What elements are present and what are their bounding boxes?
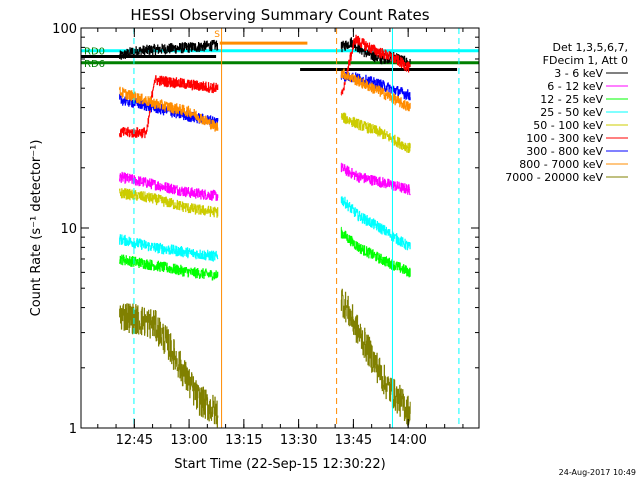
series-line [119,171,219,201]
plot-frame [80,27,480,429]
legend-entry-label: 300 - 800 keV [526,145,603,158]
y-tick-label: 100 [52,22,77,37]
y-tick-label: 10 [60,222,77,237]
footer-timestamp: 24-Aug-2017 10:49 [559,468,636,477]
series-line [119,75,219,139]
series-line [340,112,411,153]
x-tick-label: 13:30 [280,433,317,448]
series-line [119,188,219,218]
series-layer [119,34,411,428]
y-axis-label: Count Rate (s⁻¹ detector⁻¹) [29,140,44,317]
y-tick-label: 1 [69,422,77,437]
series-line [119,86,219,132]
x-tick-label: 12:45 [116,433,153,448]
chart-title: HESSI Observing Summary Count Rates [130,6,429,24]
legend-header: Det 1,3,5,6,7, [552,41,628,54]
status-bar-label: RD0 [84,47,105,58]
x-tick-label: 14:00 [389,433,426,448]
legend: Det 1,3,5,6,7,FDecim 1, Att 03 - 6 keV6 … [505,41,628,184]
axes-layer: 1 10 100 12:45 13:00 13:15 13:30 13:45 14:00 [52,22,479,448]
legend-entry-label: 800 - 7000 keV [519,158,603,171]
legend-entry-label: 100 - 300 keV [526,132,603,145]
status-bar-label: RD6 [84,59,105,70]
legend-entry-label: 25 - 50 keV [540,106,603,119]
x-axis-label: Start Time (22-Sep-15 12:30:22) [174,457,385,472]
legend-header: FDecim 1, Att 0 [543,54,628,67]
x-tick-label: 13:15 [225,433,262,448]
vlines-layer [133,28,460,428]
legend-entry-label: 6 - 12 keV [547,80,603,93]
legend-entry-label: 12 - 25 keV [540,93,603,106]
series-line [119,39,219,60]
series-line [119,303,219,428]
series-line [119,254,219,281]
series-line [340,68,411,112]
series-line [340,226,411,278]
legend-entry-label: 7000 - 20000 keV [505,171,603,184]
marker-label: S [214,30,220,40]
series-line [340,288,411,426]
x-tick-label: 13:00 [170,433,207,448]
x-tick-label: 13:45 [335,433,372,448]
series-line [340,196,411,251]
legend-entry-label: 50 - 100 keV [533,119,603,132]
series-line [340,34,411,96]
series-line [340,162,411,196]
legend-entry-label: 3 - 6 keV [554,67,603,80]
series-line [119,234,219,262]
